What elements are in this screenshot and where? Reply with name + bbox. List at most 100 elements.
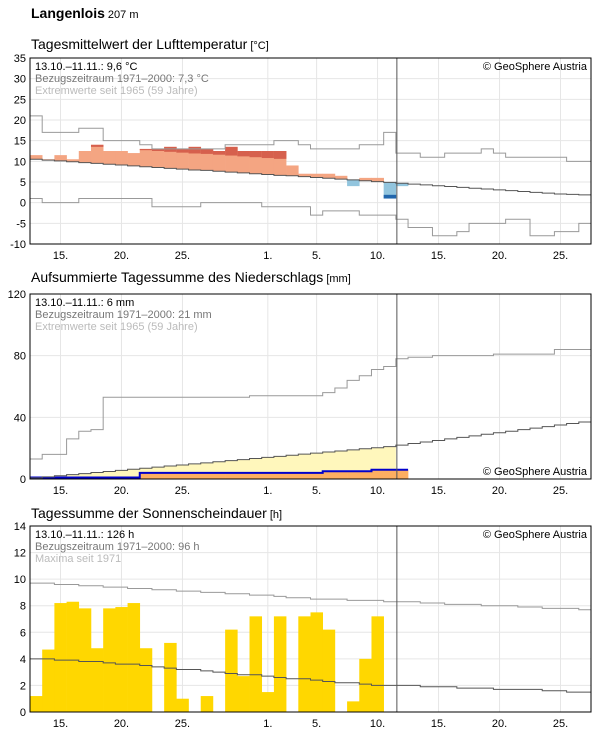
actual-cumulative-bar [176,472,189,479]
info-line-3: Extremwerte seit 1965 (59 Jahre) [35,321,198,333]
y-tick-label: 15 [14,136,26,148]
temperature-bar [78,151,92,163]
actual-cumulative-bar [261,472,275,479]
sunshine-bar [115,607,128,712]
temperature-bar [139,148,153,167]
x-tick-label: 25. [553,485,568,497]
x-tick-label: 25. [553,718,568,730]
temperature-bar [237,151,250,173]
x-tick-label: 20. [114,485,129,497]
temperature-bar-hot [176,148,189,153]
info-line-2: Bezugszeitraum 1971–2000: 21 mm [35,309,212,321]
x-tick-label: 25. [175,250,190,262]
station-header: Langenlois 207 m [31,5,138,21]
sunshine-bar [237,676,250,712]
temperature-bar [54,155,67,161]
precipitation-unit: [mm] [326,273,351,285]
sunshine-title: Tagessumme der Sonnenscheindauer [h] [31,505,282,521]
temperature-bar-hot [151,148,165,151]
temperature-bar [151,148,165,168]
actual-cumulative-bar [383,469,397,479]
sunshine-bar [78,608,92,712]
y-tick-label: 4 [20,654,26,666]
x-tick-label: 5. [312,485,321,497]
temperature-bar [371,177,384,182]
actual-cumulative-line [30,468,409,479]
temperature-chart: -10 -5 0 5 10 15 20 25 30 35 15. 20. 25. 1. 5. 10. 15. 20… [10,53,592,262]
actual-cumulative-bar [164,472,177,479]
x-tick-label: 10. [370,485,385,497]
plot-frame [29,293,592,480]
copyright-label: © GeoSphere Austria [483,61,588,73]
y-tick-label: 80 [14,351,26,363]
sunshine-bar [261,692,275,712]
temperature-unit: [°C] [250,40,269,52]
sunshine-bar [66,601,80,712]
temperature-bar [176,148,189,170]
temperature-bar-hot [249,151,263,158]
y-tick-label: 40 [14,412,26,424]
y-tick-label: 0 [20,474,26,486]
y-tick-label: 10 [14,156,26,168]
maxima-line [30,582,591,611]
temperature-bar [90,144,104,164]
x-tick-label: 15. [53,485,68,497]
y-tick-label: 25 [14,94,26,106]
normal-line [30,658,591,693]
sunshine-unit: [h] [269,509,283,521]
y-tick-label: -10 [10,239,26,251]
temperature-bar-hot [139,148,153,151]
temperature-bar [286,165,299,176]
actual-cumulative-bar [249,472,263,479]
sunshine-bar [164,642,177,712]
sunshine-bar [249,616,263,712]
temperature-bar-hot [273,151,287,159]
x-tick-label: 15. [431,485,446,497]
temperature-bar [115,151,128,166]
sunshine-bar [139,648,153,712]
extreme-max-line [30,115,591,162]
temperature-title: Tagesmittelwert der Lufttemperatur [°C] [31,36,269,52]
x-tick-label: 20. [492,718,507,730]
sunshine-bar [310,612,323,712]
actual-cumulative-bar [286,472,299,479]
sunshine-bar [371,616,384,712]
temperature-bar [359,177,372,181]
y-tick-label: 120 [8,289,26,301]
temperature-bar [383,182,397,199]
sunshine-bar [298,616,311,712]
actual-cumulative-bar [347,471,360,479]
x-tick-label: 20. [114,250,129,262]
y-tick-label: 30 [14,74,26,86]
info-line-2: Bezugszeitraum 1971–2000: 96 h [35,541,200,553]
precipitation-title: Aufsummierte Tagessumme des Niederschlag… [31,269,351,285]
x-tick-label: 20. [492,250,507,262]
info-line-1: 13.10.–11.11.: 126 h [35,529,134,541]
x-tick-label: 1. [263,718,272,730]
sunshine-bar [103,608,116,712]
actual-cumulative-bar [237,472,250,479]
sunshine-bar [359,658,372,712]
temperature-bar [212,151,226,172]
actual-cumulative-bar [310,472,323,479]
y-tick-label: 10 [14,574,26,586]
x-tick-label: 15. [53,250,68,262]
sunshine-bar [54,603,67,712]
temperature-bar [395,183,409,187]
sunshine-bar [42,649,55,712]
info-line-1: 13.10.–11.11.: 9,6 °C [35,61,138,73]
x-tick-label: 1. [263,250,272,262]
temperature-bar-hot [261,151,275,159]
actual-cumulative-bar [139,472,153,479]
temperature-bar [66,159,80,162]
plot-area [30,294,591,479]
temperature-bar [103,151,116,165]
temperature-bar-hot [237,151,250,157]
temperature-bar-hot [188,146,202,154]
y-tick-label: 8 [20,601,26,613]
copyright-label: © GeoSphere Austria [483,466,588,478]
plot-frame [29,525,592,713]
temperature-bar-cold [383,194,397,199]
x-tick-label: 5. [312,250,321,262]
sunshine-bar [273,616,287,712]
